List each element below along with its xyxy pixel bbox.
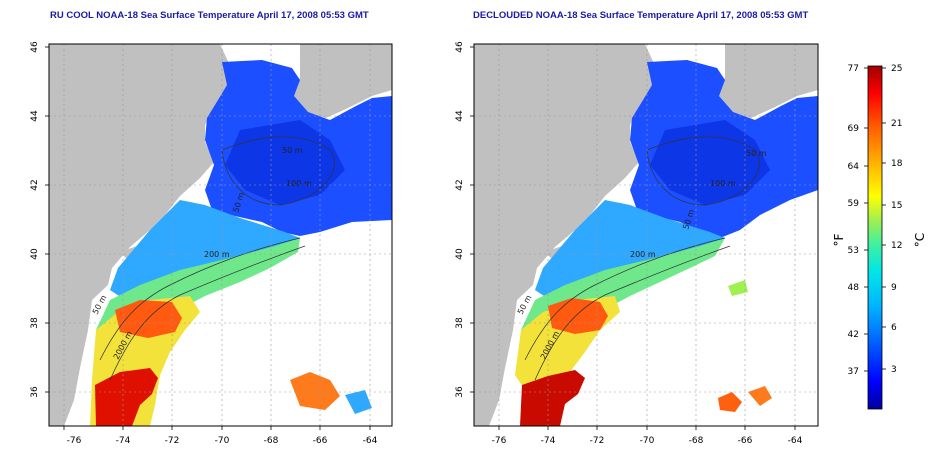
offshore-green-patch <box>728 280 748 296</box>
fahrenheit-tick-label: 37 <box>848 367 859 377</box>
fahrenheit-tick-label: 77 <box>848 64 859 74</box>
offshore-cool-patch <box>345 390 372 414</box>
colorbar: 77 69 64 59 53 48 42 37 25 21 18 15 12 9… <box>832 64 927 410</box>
bathymetry-contour <box>646 136 760 206</box>
lat-tick-label: 38 <box>455 317 465 329</box>
celsius-tick-label: 12 <box>891 241 902 251</box>
celsius-tick-label: 18 <box>891 159 903 169</box>
lon-tick-label: -70 <box>640 436 655 446</box>
sst-shelf-water <box>535 200 725 300</box>
left-map: 50 m 100 m 50 m 200 m 2000 m 50 m -76 -7… <box>30 41 393 446</box>
bathymetry-contour <box>109 245 306 381</box>
nova-scotia-land <box>292 44 392 118</box>
lon-tick-label: -76 <box>67 436 82 446</box>
gulf-stream-core <box>520 370 585 426</box>
right-map-title: DECLOUDED NOAA-18 Sea Surface Temperatur… <box>473 10 809 21</box>
map-grid <box>49 44 392 426</box>
lon-tick-label: -72 <box>590 436 605 446</box>
fahrenheit-unit-label: °F <box>832 233 846 246</box>
colorbar-ticks <box>864 67 886 372</box>
lon-tick-label: -66 <box>738 436 753 446</box>
lat-tick-label: 40 <box>30 248 40 260</box>
bathymetry-contour <box>524 237 726 361</box>
contour-label: 50 m <box>282 146 303 155</box>
offshore-warm-patch <box>748 386 772 406</box>
sst-shelf-water <box>110 200 300 300</box>
gulf-stream-eddy <box>115 300 182 338</box>
fahrenheit-tick-label: 69 <box>848 124 860 134</box>
lat-tick-label: 42 <box>455 179 465 190</box>
lat-tick-label: 44 <box>455 110 465 122</box>
lon-tick-label: -74 <box>541 436 556 446</box>
offshore-warm-patch <box>290 372 340 410</box>
gulf-stream-core <box>95 368 158 426</box>
contour-label: 50 m <box>746 149 767 158</box>
bathymetry-contour <box>221 136 335 206</box>
contour-label: 100 m <box>710 179 736 188</box>
colorbar-gradient <box>867 65 883 410</box>
bathymetry-contour <box>99 237 301 361</box>
lon-tick-label: -70 <box>215 436 230 446</box>
map-frame <box>473 43 819 427</box>
lat-tick-label: 46 <box>455 41 465 53</box>
lat-tick-label: 44 <box>30 110 40 122</box>
fahrenheit-tick-label: 42 <box>848 330 859 340</box>
map-frame <box>48 43 393 427</box>
left-map-title: RU COOL NOAA-18 Sea Surface Temperature … <box>50 10 369 21</box>
contour-label: 200 m <box>630 250 656 259</box>
nova-scotia-land <box>717 44 818 118</box>
lat-tick-label: 40 <box>455 248 465 260</box>
axis-ticks <box>470 46 796 430</box>
lon-tick-label: -74 <box>116 436 131 446</box>
offshore-warm-patch <box>718 392 742 412</box>
axis-ticks <box>45 46 371 430</box>
lon-tick-label: -68 <box>264 436 279 446</box>
celsius-tick-label: 6 <box>891 323 897 333</box>
celsius-tick-label: 9 <box>891 283 897 293</box>
land-mass <box>474 44 657 426</box>
right-map: 50 m 100 m 50 m 200 m 2000 m 50 m -76 -7… <box>455 41 819 446</box>
lon-tick-label: -68 <box>689 436 704 446</box>
fahrenheit-tick-label: 59 <box>848 199 860 209</box>
lon-tick-label: -72 <box>165 436 180 446</box>
contour-label: 200 m <box>204 250 230 259</box>
lat-tick-label: 46 <box>30 41 40 53</box>
celsius-unit-label: °C <box>913 233 927 247</box>
lat-tick-label: 38 <box>30 317 40 329</box>
lon-tick-label: -66 <box>313 436 328 446</box>
land-mass <box>49 44 232 426</box>
fahrenheit-tick-label: 64 <box>848 162 860 172</box>
bathymetry-contour <box>534 245 731 381</box>
sst-cold-core <box>225 120 345 205</box>
lat-tick-label: 36 <box>30 386 40 398</box>
gulf-stream-eddy <box>548 298 608 334</box>
lat-tick-label: 42 <box>30 179 40 190</box>
celsius-tick-label: 3 <box>891 365 897 375</box>
lon-tick-label: -76 <box>492 436 507 446</box>
sst-cold-core <box>650 120 770 205</box>
map-grid <box>474 44 818 426</box>
fahrenheit-tick-label: 53 <box>848 246 859 256</box>
celsius-tick-label: 15 <box>891 201 902 211</box>
celsius-tick-label: 25 <box>891 64 902 74</box>
lon-tick-label: -64 <box>363 436 378 446</box>
contour-label: 100 m <box>286 179 312 188</box>
lon-tick-label: -64 <box>788 436 803 446</box>
lat-tick-label: 36 <box>455 386 465 398</box>
fahrenheit-tick-label: 48 <box>848 283 860 293</box>
celsius-tick-label: 21 <box>891 119 902 129</box>
